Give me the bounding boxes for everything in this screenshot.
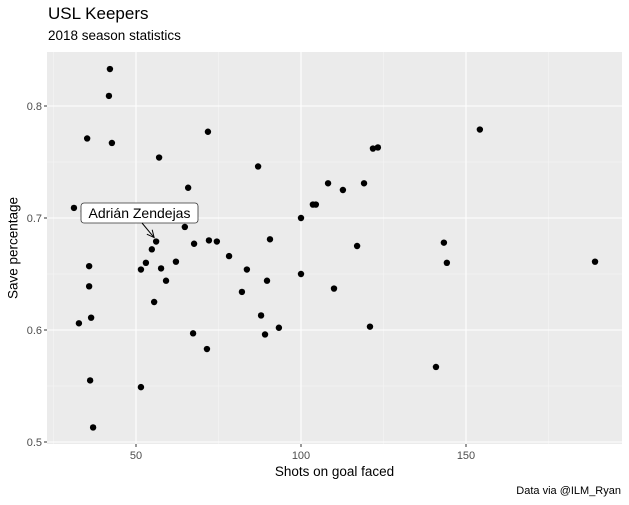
data-points	[70, 65, 599, 431]
data-point	[243, 266, 251, 273]
data-point	[190, 240, 198, 247]
axis-ticks: 50 100 150 0.5 0.6 0.7 0.8	[27, 101, 475, 462]
data-point	[172, 258, 180, 265]
data-point	[266, 236, 274, 243]
annotations: Adrián Zendejas	[80, 202, 199, 239]
data-point	[162, 277, 170, 284]
data-point	[137, 383, 145, 391]
data-point	[476, 126, 484, 133]
plot-panel	[47, 52, 622, 444]
data-point	[87, 314, 95, 321]
annotation-label-text: Adrián Zendejas	[89, 205, 191, 221]
x-tick-label: 150	[457, 450, 475, 462]
x-axis-label: Shots on goal faced	[274, 464, 395, 479]
y-axis-label: Save percentage	[5, 196, 21, 300]
y-tick-label: 0.7	[27, 213, 42, 225]
data-point	[312, 201, 320, 208]
data-point	[591, 258, 599, 265]
y-tick-label: 0.8	[27, 101, 42, 113]
data-point	[324, 180, 332, 187]
y-tick-label: 0.5	[27, 437, 42, 449]
x-tick-label: 100	[292, 450, 310, 462]
minor-gridlines	[47, 52, 622, 444]
chart-subtitle: 2018 season statistics	[48, 28, 181, 43]
x-tick-label: 50	[130, 450, 142, 462]
data-point	[203, 345, 211, 353]
data-point	[108, 139, 116, 147]
data-point	[432, 363, 440, 371]
data-point	[189, 330, 197, 337]
data-point	[181, 223, 189, 231]
data-point	[75, 320, 83, 327]
data-point	[150, 298, 158, 306]
data-point	[152, 238, 160, 245]
data-point	[225, 252, 233, 260]
data-point	[70, 204, 78, 212]
annotation-arrow-head-icon	[146, 229, 155, 239]
data-point	[254, 163, 262, 170]
chart-title: USL Keepers	[48, 4, 149, 23]
data-point	[353, 242, 361, 250]
data-point	[330, 285, 338, 292]
data-point	[297, 270, 305, 278]
data-point	[374, 144, 382, 151]
data-point	[142, 259, 150, 266]
data-point	[157, 265, 165, 272]
data-point	[263, 277, 271, 284]
data-point	[257, 312, 265, 319]
data-point	[275, 324, 283, 331]
data-point	[238, 288, 246, 296]
data-point	[83, 135, 91, 142]
data-point	[85, 283, 93, 290]
major-gridlines	[47, 52, 622, 444]
data-point	[261, 331, 269, 338]
data-point	[106, 65, 114, 73]
data-point	[86, 377, 94, 384]
data-point	[366, 323, 374, 330]
annotation-arrow-line	[141, 222, 155, 238]
data-point	[205, 237, 213, 244]
data-point	[184, 184, 192, 191]
data-point	[443, 259, 451, 266]
data-point	[360, 180, 368, 187]
chart-caption: Data via @ILM_Ryan	[516, 485, 621, 497]
data-point	[339, 186, 347, 194]
data-point	[85, 262, 93, 270]
data-point	[297, 214, 305, 222]
data-point	[440, 239, 448, 246]
y-tick-label: 0.6	[27, 325, 42, 337]
data-point	[148, 246, 156, 253]
data-point	[155, 154, 163, 161]
annotation-label-box	[80, 202, 199, 224]
data-point	[137, 266, 145, 273]
data-point	[213, 238, 221, 245]
data-point	[89, 424, 97, 431]
data-point	[369, 145, 377, 152]
data-point	[105, 92, 113, 100]
data-point	[204, 128, 212, 135]
